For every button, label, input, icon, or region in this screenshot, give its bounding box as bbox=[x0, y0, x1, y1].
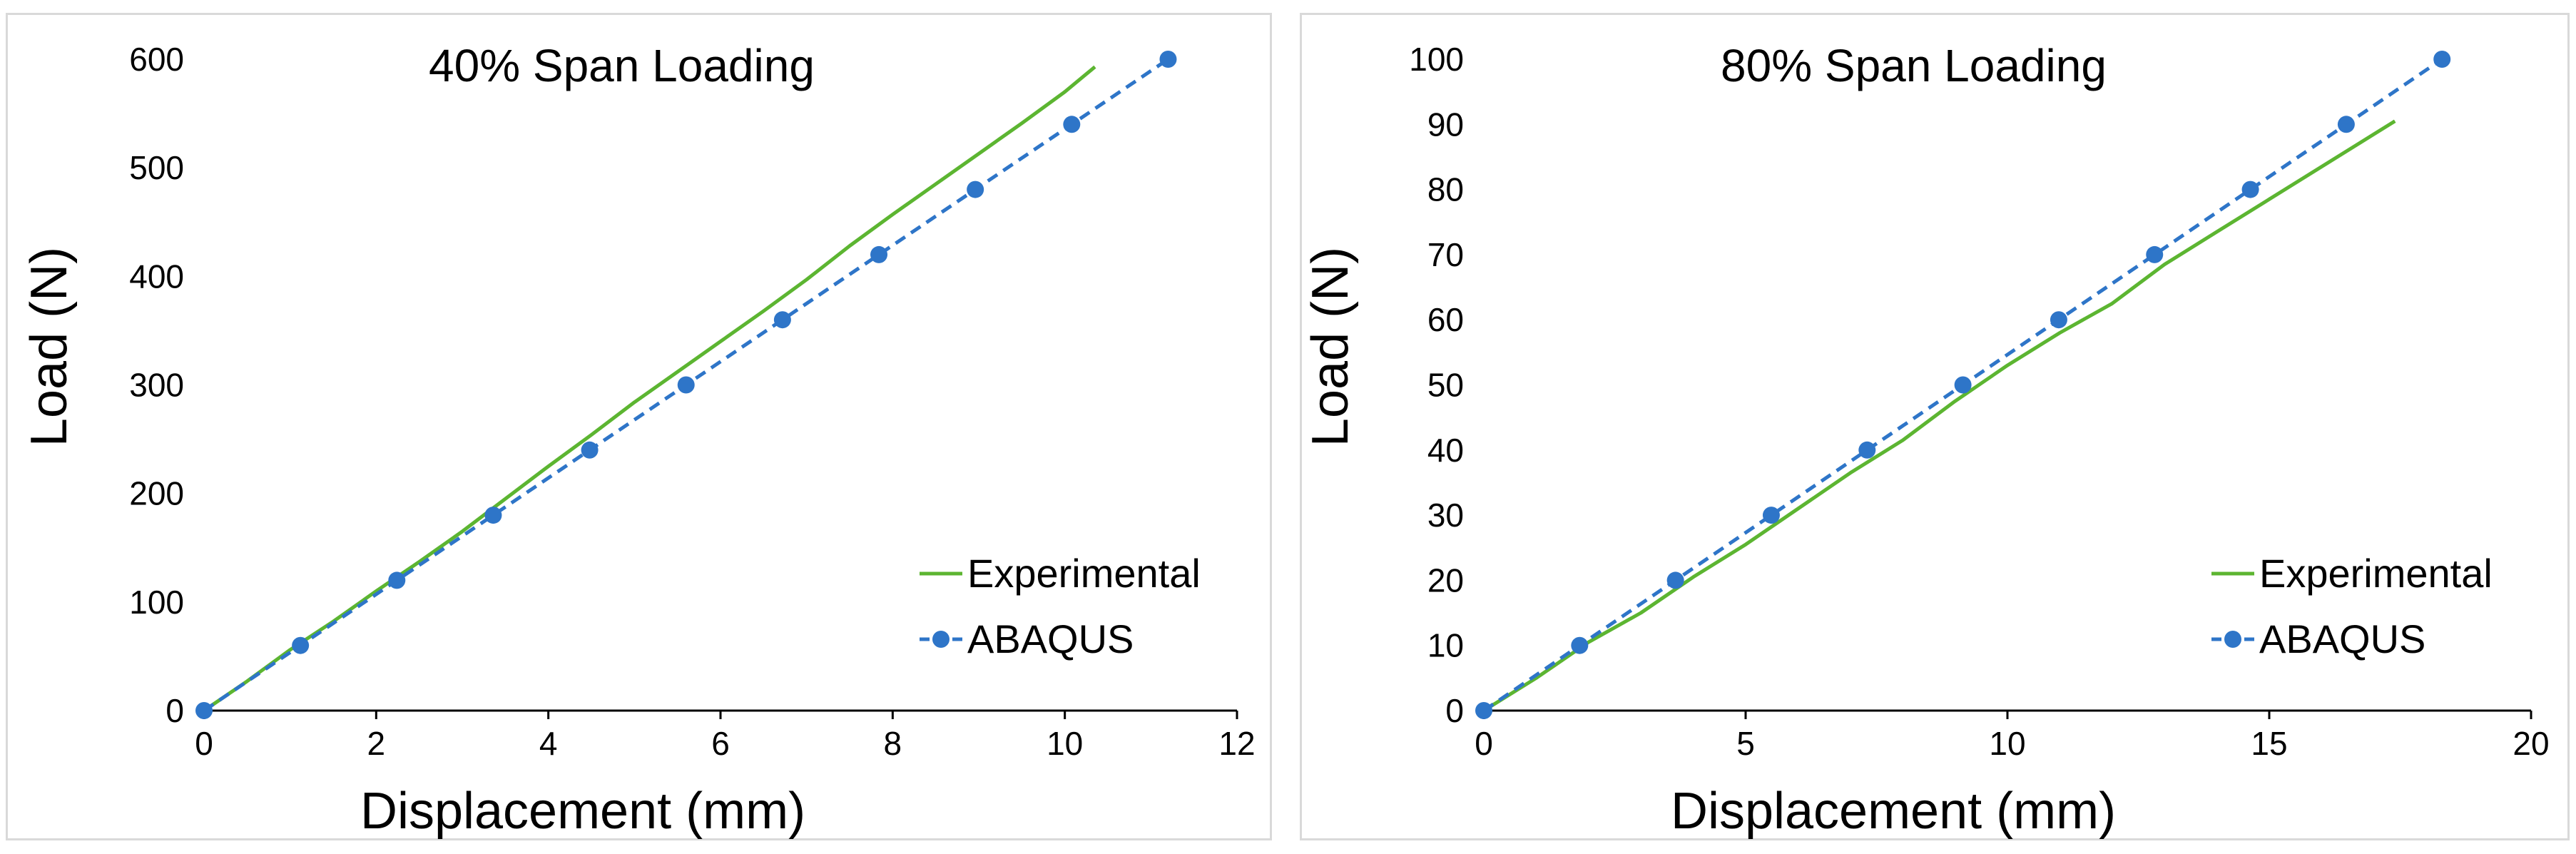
y-axis-title: Load (N) bbox=[1302, 247, 1359, 447]
x-tick-label: 6 bbox=[711, 725, 730, 762]
y-tick-label: 0 bbox=[166, 692, 184, 729]
data-point-abaqus bbox=[195, 702, 213, 719]
x-tick-label: 2 bbox=[367, 725, 386, 762]
legend-label-experimental: Experimental bbox=[2259, 551, 2493, 596]
x-axis-title: Displacement (mm) bbox=[1671, 783, 2116, 840]
data-point-abaqus bbox=[1571, 636, 1589, 654]
data-point-abaqus bbox=[773, 311, 791, 329]
data-point-abaqus bbox=[1475, 702, 1492, 719]
x-axis-title: Displacement (mm) bbox=[360, 783, 805, 840]
y-tick-label: 60 bbox=[1427, 301, 1464, 338]
legend-label-abaqus: ABAQUS bbox=[2259, 616, 2425, 661]
data-point-abaqus bbox=[967, 181, 984, 198]
x-tick-label: 5 bbox=[1736, 725, 1755, 762]
series-line-experimental bbox=[203, 65, 1096, 713]
legend-label-experimental: Experimental bbox=[967, 551, 1201, 596]
y-tick-label: 400 bbox=[129, 258, 184, 295]
legend-marker-abaqus bbox=[2224, 631, 2241, 648]
y-tick-label: 300 bbox=[129, 367, 184, 404]
chart-panel-right: 80% Span Loading Load (N) Displacement (… bbox=[1300, 13, 2570, 840]
y-tick-label: 100 bbox=[129, 584, 184, 621]
x-tick-label: 20 bbox=[2513, 725, 2549, 762]
x-tick-label: 12 bbox=[1218, 725, 1255, 762]
y-tick-label: 200 bbox=[129, 475, 184, 512]
y-tick-label: 70 bbox=[1427, 236, 1464, 273]
y-tick-label: 40 bbox=[1427, 432, 1464, 469]
data-point-abaqus bbox=[1954, 376, 1972, 394]
legend: Experimental ABAQUS bbox=[920, 551, 1201, 661]
data-point-abaqus bbox=[677, 376, 695, 394]
y-tick-label: 100 bbox=[1409, 41, 1464, 78]
chart-title: 80% Span Loading bbox=[1721, 40, 2107, 91]
y-tick-label: 600 bbox=[129, 41, 184, 78]
series-line-experimental bbox=[1482, 119, 2396, 713]
data-point-abaqus bbox=[1063, 116, 1081, 133]
chart-40-span-loading: 40% Span Loading Load (N) Displacement (… bbox=[21, 40, 1256, 840]
data-point-abaqus bbox=[484, 507, 502, 524]
data-point-abaqus bbox=[2433, 51, 2451, 68]
data-point-abaqus bbox=[870, 245, 888, 263]
data-point-abaqus bbox=[388, 571, 406, 589]
x-tick-label: 4 bbox=[539, 725, 558, 762]
x-tick-label: 0 bbox=[195, 725, 213, 762]
data-point-abaqus bbox=[581, 441, 599, 459]
x-tick-label: 8 bbox=[884, 725, 902, 762]
chart-title: 40% Span Loading bbox=[429, 40, 815, 91]
x-tick-label: 15 bbox=[2251, 725, 2287, 762]
x-tick-label: 10 bbox=[1047, 725, 1083, 762]
x-tick-label: 0 bbox=[1475, 725, 1493, 762]
y-tick-label: 90 bbox=[1427, 106, 1464, 143]
chart-panel-left: 40% Span Loading Load (N) Displacement (… bbox=[6, 13, 1272, 840]
data-point-abaqus bbox=[2146, 245, 2164, 263]
y-tick-label: 50 bbox=[1427, 367, 1464, 404]
y-tick-label: 80 bbox=[1427, 171, 1464, 208]
y-tick-label: 30 bbox=[1427, 497, 1464, 534]
y-tick-label: 0 bbox=[1445, 692, 1464, 729]
data-point-abaqus bbox=[1762, 507, 1780, 524]
chart-80-span-loading: 80% Span Loading Load (N) Displacement (… bbox=[1302, 40, 2550, 840]
data-point-abaqus bbox=[2050, 311, 2067, 329]
x-tick-label: 10 bbox=[1989, 725, 2025, 762]
legend-marker-abaqus bbox=[932, 631, 950, 648]
y-tick-label: 10 bbox=[1427, 627, 1464, 664]
data-point-abaqus bbox=[1666, 571, 1684, 589]
legend-label-abaqus: ABAQUS bbox=[967, 616, 1134, 661]
y-tick-label: 500 bbox=[129, 149, 184, 186]
y-axis-title: Load (N) bbox=[21, 247, 78, 447]
data-point-abaqus bbox=[2337, 116, 2355, 133]
legend: Experimental ABAQUS bbox=[2211, 551, 2493, 661]
data-point-abaqus bbox=[2241, 181, 2259, 198]
data-point-abaqus bbox=[292, 636, 310, 654]
data-point-abaqus bbox=[1159, 51, 1177, 68]
y-tick-label: 20 bbox=[1427, 561, 1464, 599]
data-point-abaqus bbox=[1858, 441, 1876, 459]
